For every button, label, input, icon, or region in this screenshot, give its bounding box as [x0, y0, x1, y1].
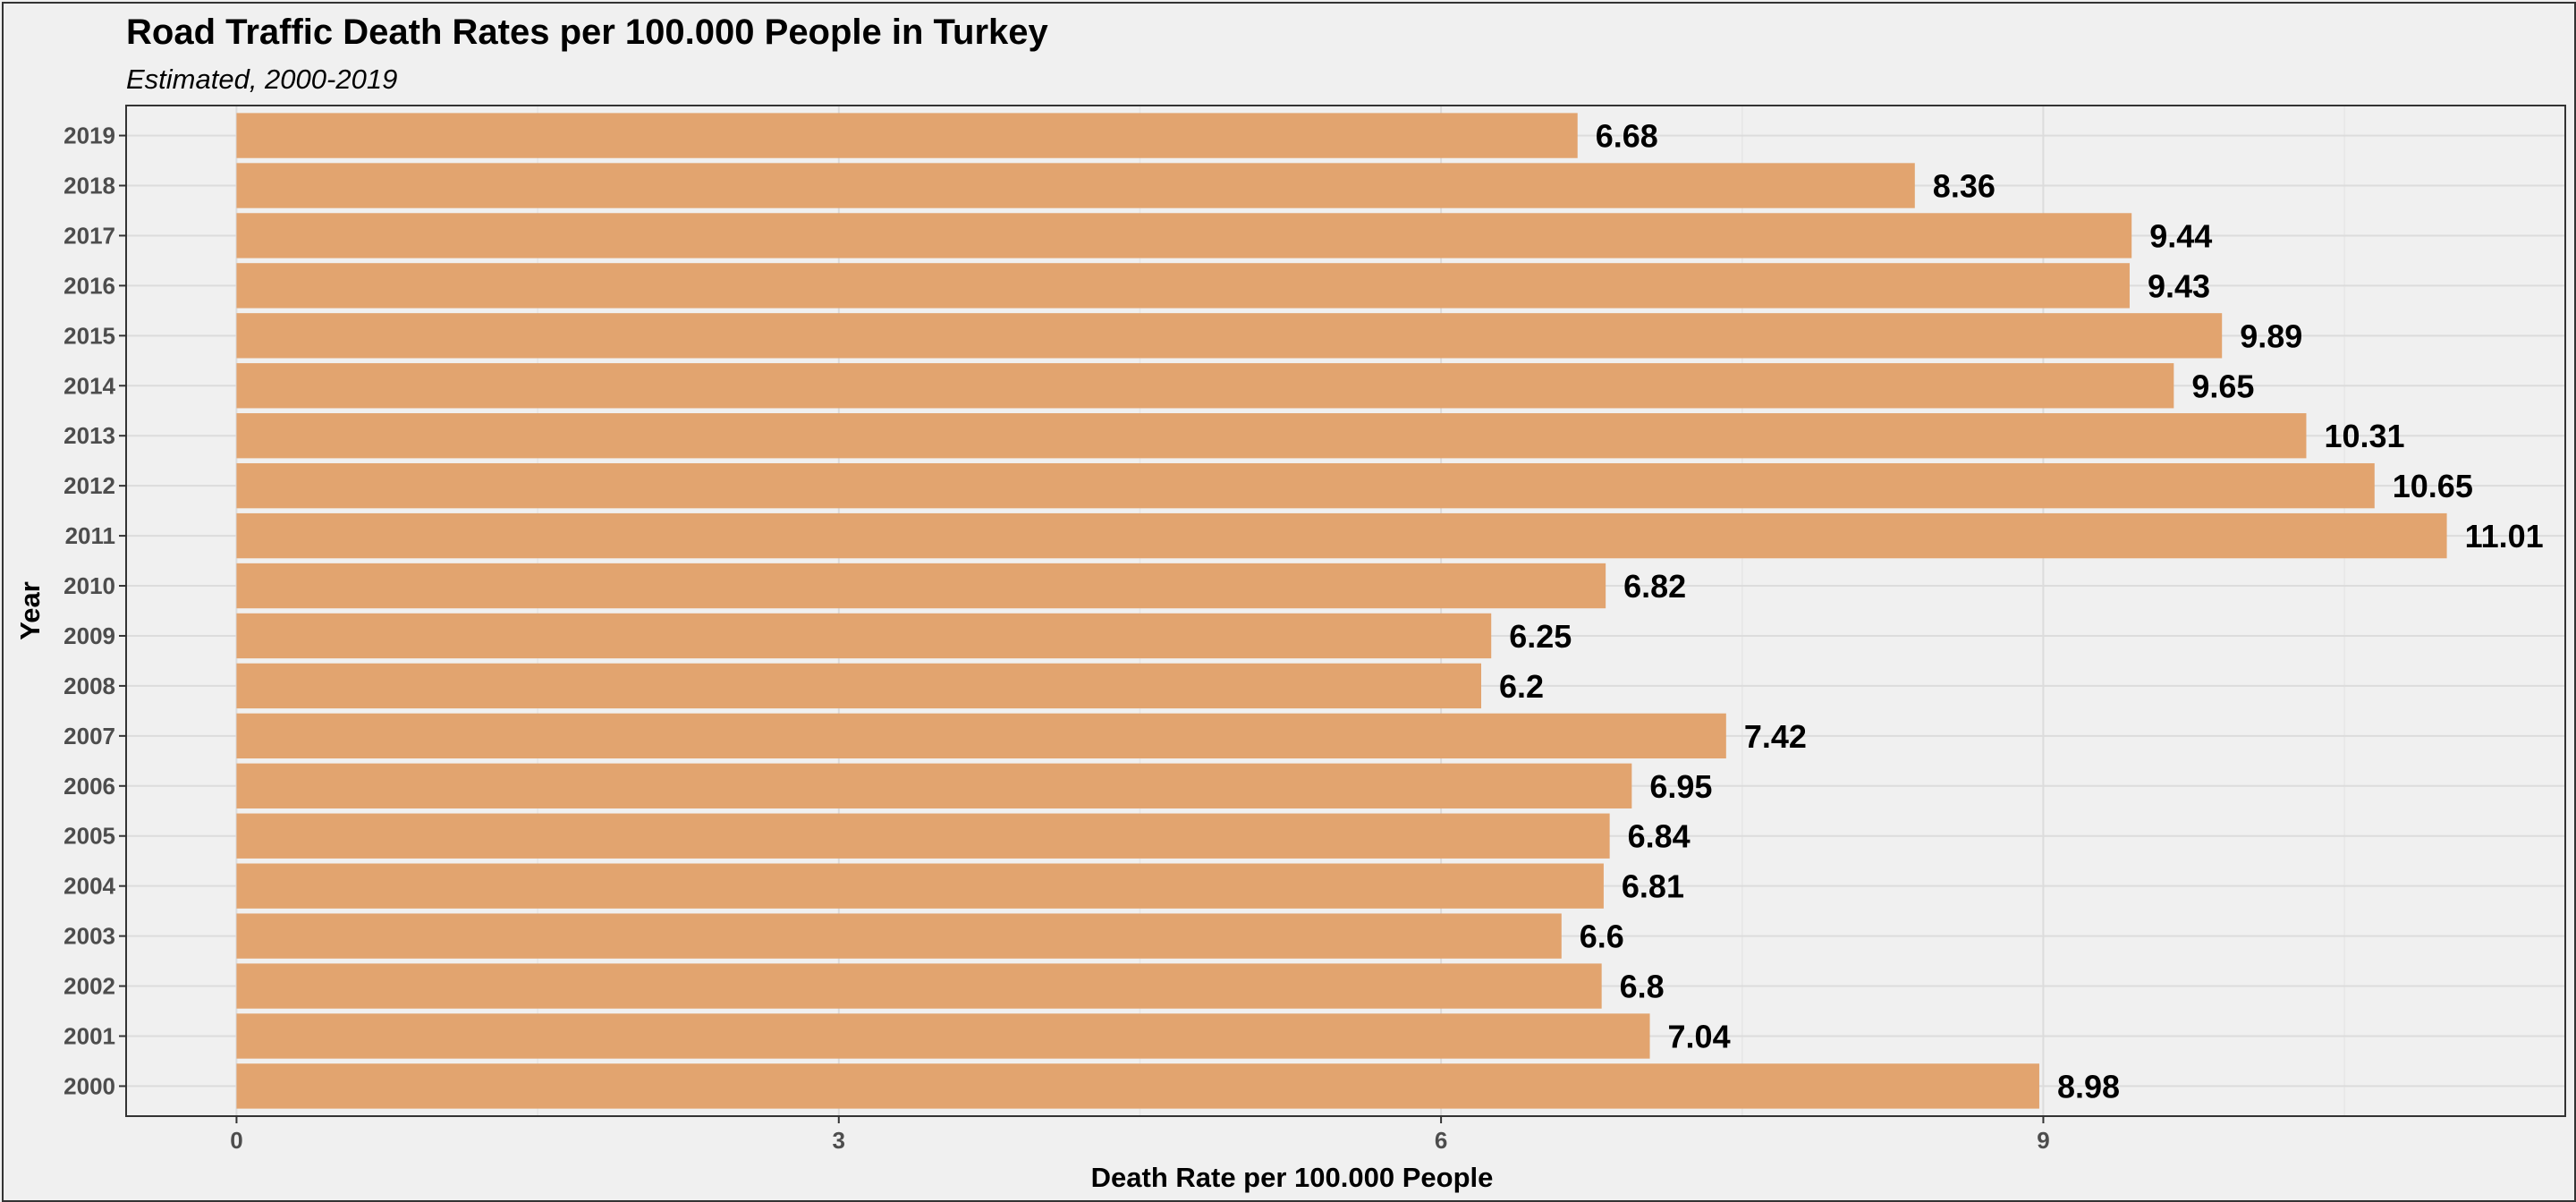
x-tick-label-9: 9 — [2037, 1127, 2049, 1154]
data-label-2001: 7.04 — [1668, 1018, 1731, 1054]
y-tick-label-2000: 2000 — [64, 1072, 115, 1099]
data-label-2008: 6.2 — [1499, 668, 1544, 705]
y-tick-label-2001: 2001 — [64, 1022, 115, 1049]
bar-2012 — [236, 462, 2375, 509]
data-label-2019: 6.68 — [1596, 118, 1658, 155]
y-tick-label-2007: 2007 — [64, 723, 115, 749]
bar-2001 — [236, 1013, 1650, 1059]
y-tick-label-2013: 2013 — [64, 422, 115, 449]
bar-2003 — [236, 913, 1562, 959]
data-label-2017: 9.44 — [2149, 217, 2212, 254]
chart-subtitle: Estimated, 2000-2019 — [126, 63, 397, 95]
data-label-2010: 6.82 — [1623, 568, 1686, 605]
bar-2009 — [236, 613, 1492, 659]
panel-border — [125, 105, 2566, 1117]
y-tick-label-2017: 2017 — [64, 222, 115, 249]
x-tick-label-3: 3 — [833, 1127, 845, 1154]
data-label-2016: 9.43 — [2148, 267, 2210, 304]
data-label-2012: 10.65 — [2393, 468, 2473, 504]
y-tick-label-2016: 2016 — [64, 272, 115, 299]
data-label-2000: 8.98 — [2057, 1068, 2120, 1105]
bar-2013 — [236, 413, 2307, 459]
y-tick-label-2006: 2006 — [64, 773, 115, 800]
x-axis-ticks: 0 3 6 9 — [230, 1116, 2050, 1154]
y-tick-label-2018: 2018 — [64, 173, 115, 199]
y-tick-label-2012: 2012 — [64, 472, 115, 499]
data-label-2015: 9.89 — [2240, 317, 2302, 354]
bars — [236, 113, 2447, 1109]
y-tick-label-2010: 2010 — [64, 572, 115, 599]
chart-title: Road Traffic Death Rates per 100.000 Peo… — [126, 13, 1049, 52]
y-tick-label-2003: 2003 — [64, 923, 115, 950]
data-labels: 8.98 7.046.8 6.6 6.81 6.84 6.95 7.42 6.2 6.25 6.8… — [1499, 118, 2544, 1105]
y-tick-label-2004: 2004 — [64, 873, 115, 900]
bar-chart: Road Traffic Death Rates per 100.000 Peo… — [14, 13, 2566, 1193]
x-axis-title: Death Rate per 100.000 People — [1091, 1162, 1494, 1193]
data-label-2007: 7.42 — [1744, 718, 1807, 755]
y-axis-ticks: 2000 2001 2002 2003 2004 2005 2006 2007 2008 2009… — [64, 123, 126, 1099]
bar-2008 — [236, 663, 1481, 709]
y-tick-label-2011: 2011 — [65, 522, 115, 549]
bar-2010 — [236, 563, 1606, 609]
bar-2000 — [236, 1063, 2039, 1109]
y-tick-label-2009: 2009 — [64, 622, 115, 649]
data-label-2006: 6.95 — [1649, 768, 1712, 805]
x-tick-label-0: 0 — [230, 1127, 242, 1154]
y-tick-label-2015: 2015 — [64, 322, 115, 349]
bar-2014 — [236, 363, 2174, 409]
y-tick-label-2014: 2014 — [64, 372, 115, 399]
bar-2004 — [236, 863, 1604, 909]
data-label-2018: 8.36 — [1933, 168, 1996, 205]
data-label-2005: 6.84 — [1628, 818, 1690, 855]
bar-2019 — [236, 113, 1578, 158]
x-tick-label-6: 6 — [1435, 1127, 1447, 1154]
y-tick-label-2002: 2002 — [64, 973, 115, 1000]
y-tick-label-2008: 2008 — [64, 673, 115, 699]
y-tick-label-2005: 2005 — [64, 823, 115, 850]
bar-2005 — [236, 813, 1610, 859]
bar-2018 — [236, 163, 1915, 208]
data-label-2014: 9.65 — [2191, 368, 2254, 404]
bar-2017 — [236, 213, 2132, 258]
data-label-2009: 6.25 — [1509, 618, 1572, 655]
data-label-2013: 10.31 — [2324, 418, 2404, 454]
bar-2015 — [236, 313, 2223, 359]
bar-2006 — [236, 763, 1632, 808]
bar-2007 — [236, 713, 1726, 759]
bar-2002 — [236, 963, 1602, 1009]
data-label-2003: 6.6 — [1580, 918, 1624, 955]
data-label-2002: 6.8 — [1620, 969, 1665, 1005]
data-label-2011: 11.01 — [2465, 518, 2544, 554]
y-axis-title: Year — [14, 581, 46, 640]
y-tick-label-2019: 2019 — [64, 123, 115, 149]
bar-2011 — [236, 512, 2447, 559]
bar-2016 — [236, 263, 2130, 309]
data-label-2004: 6.81 — [1622, 868, 1684, 905]
